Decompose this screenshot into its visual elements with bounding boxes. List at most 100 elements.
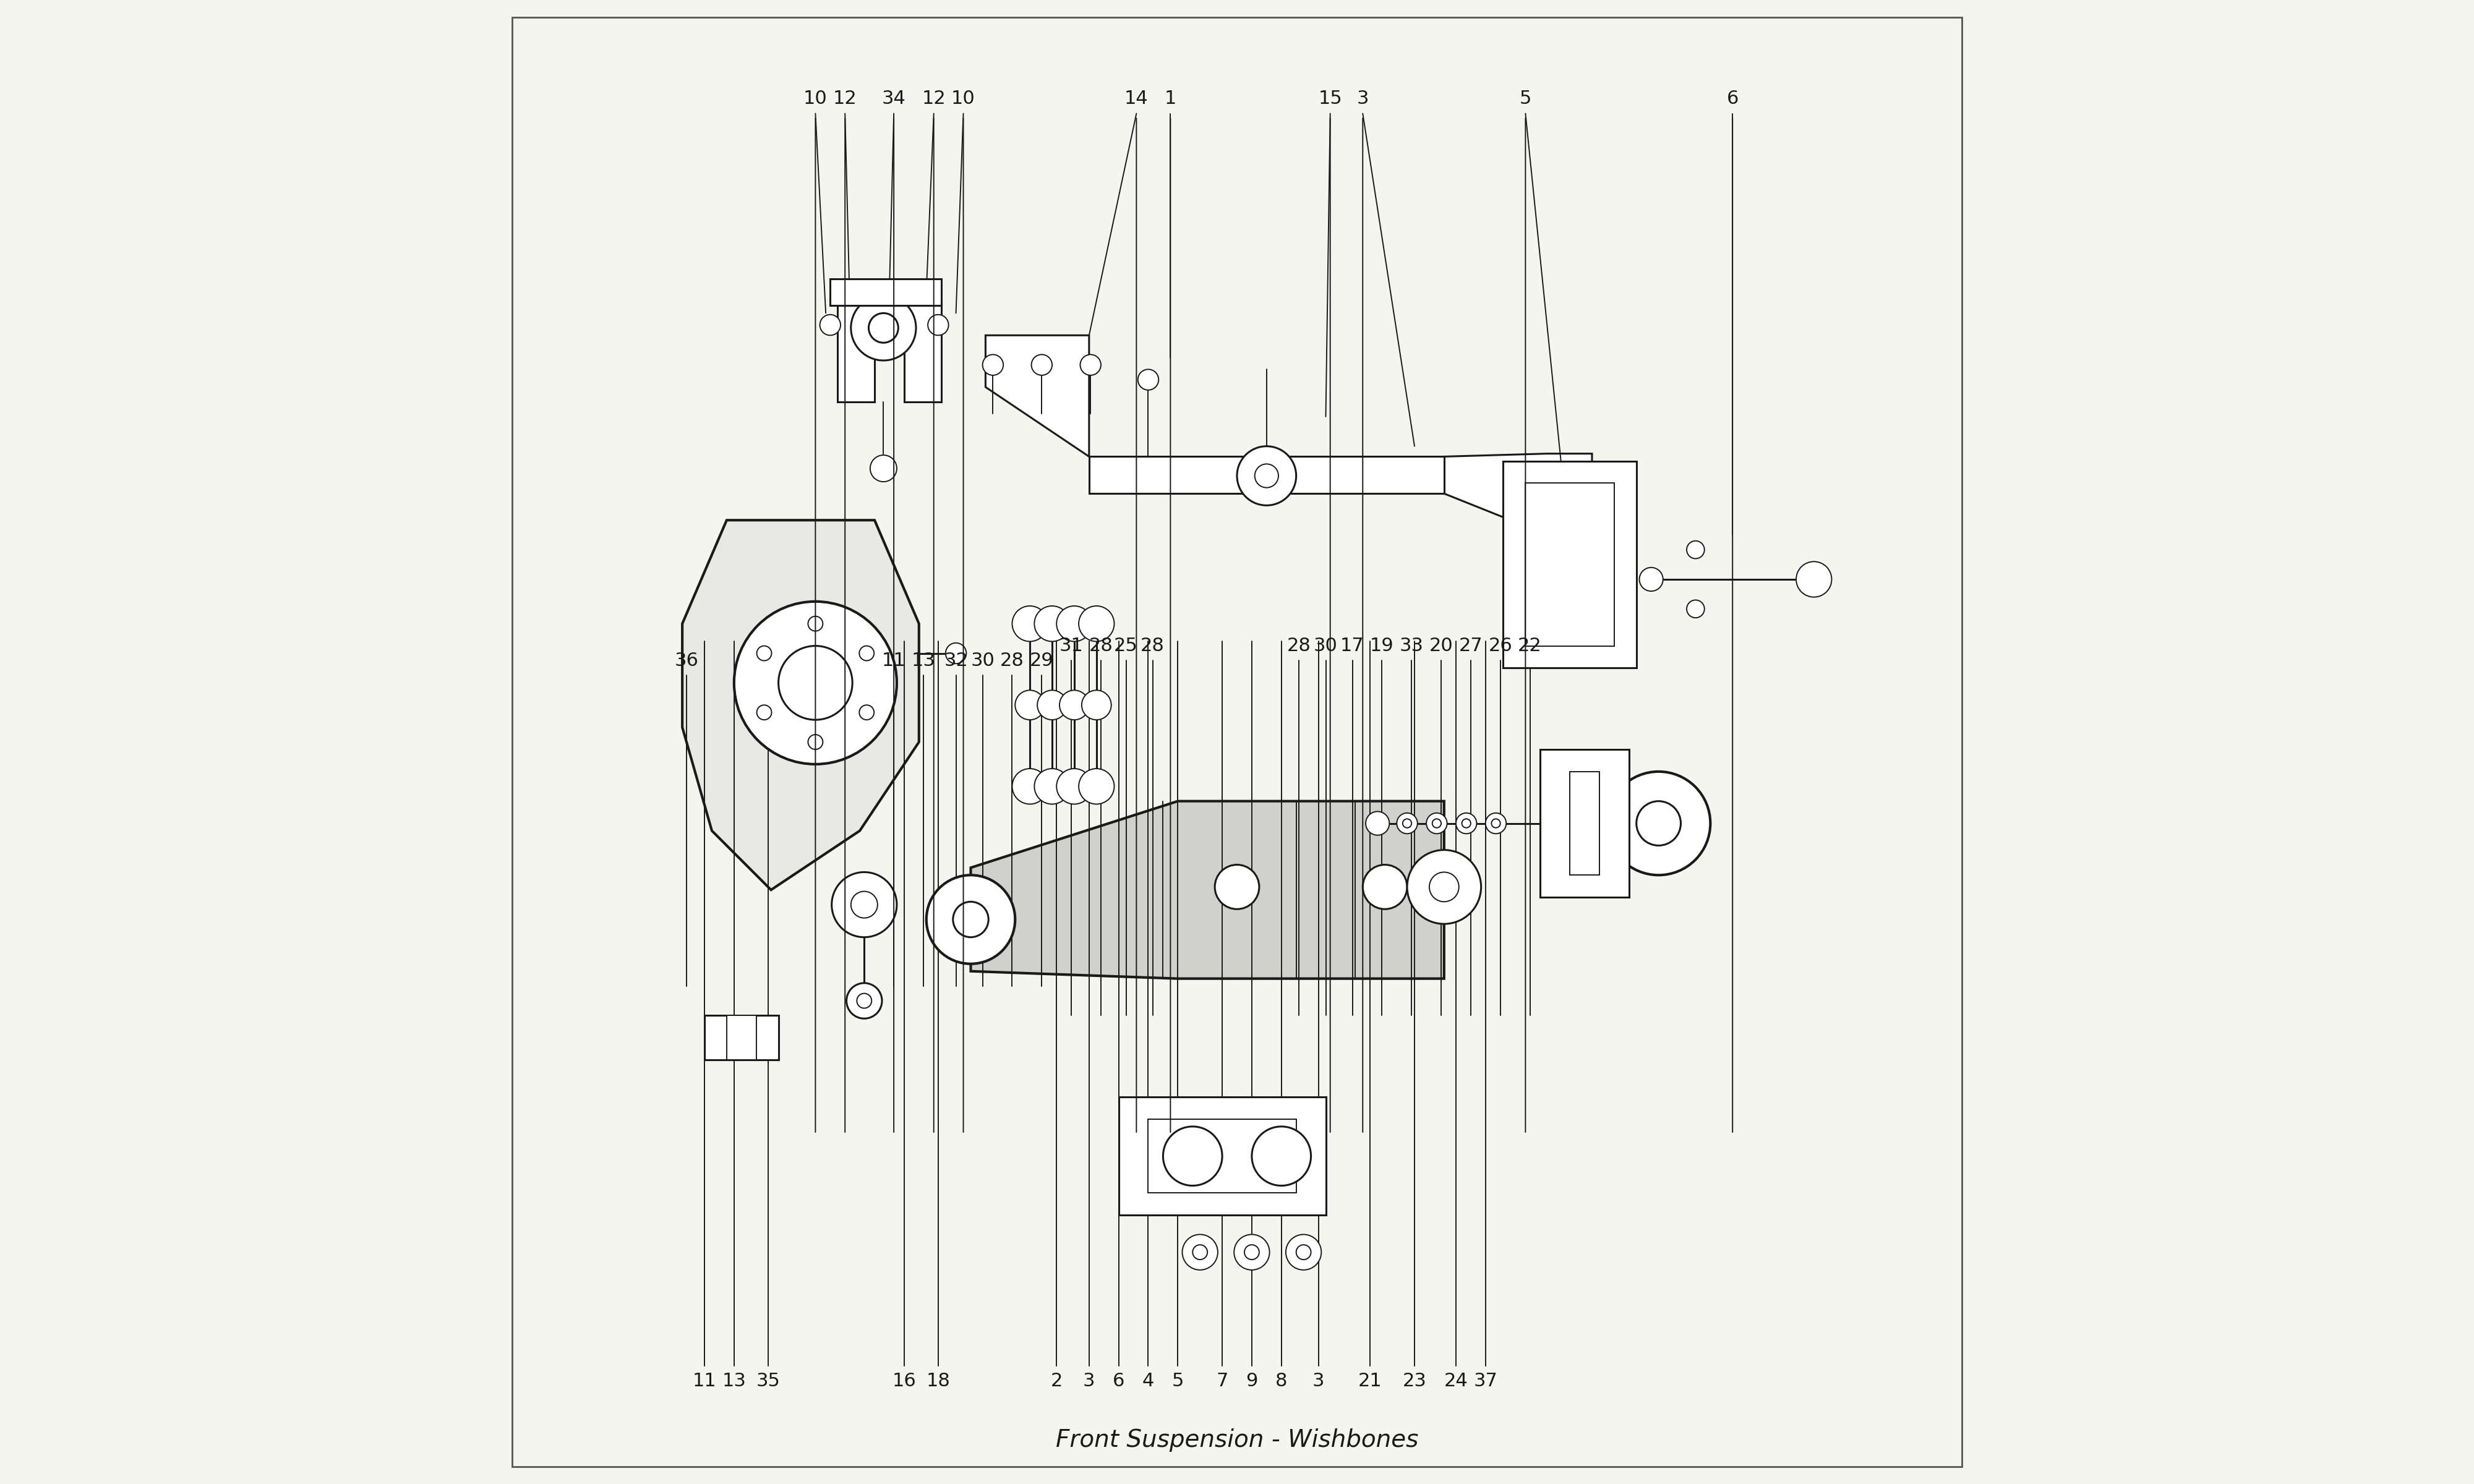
Bar	[1541, 749, 1628, 898]
Text: 25: 25	[1113, 637, 1138, 654]
Text: 24: 24	[1445, 1371, 1467, 1391]
Circle shape	[1183, 1235, 1217, 1270]
Circle shape	[1455, 813, 1477, 834]
Circle shape	[757, 646, 772, 660]
Circle shape	[1551, 488, 1573, 509]
Circle shape	[952, 902, 990, 938]
Text: 14: 14	[1123, 89, 1148, 108]
Circle shape	[1032, 355, 1051, 375]
Circle shape	[1536, 472, 1588, 525]
Circle shape	[1235, 1235, 1269, 1270]
Circle shape	[1012, 769, 1047, 804]
Circle shape	[1484, 813, 1507, 834]
Text: 3: 3	[1311, 1371, 1324, 1391]
Circle shape	[858, 646, 873, 660]
Circle shape	[1796, 561, 1831, 597]
Text: 30: 30	[970, 651, 995, 669]
Circle shape	[1081, 355, 1101, 375]
Bar	[1148, 1119, 1296, 1193]
Text: 28: 28	[1141, 637, 1165, 654]
Text: 6: 6	[1727, 89, 1739, 108]
Bar	[839, 298, 876, 402]
Circle shape	[1079, 769, 1113, 804]
Circle shape	[1012, 605, 1047, 641]
Text: 5: 5	[1519, 89, 1531, 108]
Circle shape	[809, 735, 824, 749]
Circle shape	[871, 456, 896, 482]
Polygon shape	[683, 521, 918, 890]
Circle shape	[1296, 1245, 1311, 1260]
Text: 16: 16	[893, 1371, 915, 1391]
Circle shape	[1163, 1126, 1222, 1186]
Text: 1: 1	[1165, 89, 1178, 108]
Text: 28: 28	[999, 651, 1024, 669]
Circle shape	[846, 982, 881, 1018]
Polygon shape	[1445, 454, 1591, 534]
Text: 3: 3	[1084, 1371, 1096, 1391]
Bar	[1089, 457, 1445, 494]
Text: 15: 15	[1319, 89, 1343, 108]
Text: 2: 2	[1051, 1371, 1061, 1391]
Circle shape	[1079, 605, 1113, 641]
Text: 32: 32	[945, 651, 967, 669]
Circle shape	[1056, 769, 1091, 804]
Bar	[903, 298, 940, 402]
Polygon shape	[970, 801, 1445, 978]
Circle shape	[1462, 819, 1470, 828]
Text: 22: 22	[1519, 637, 1541, 654]
Circle shape	[1138, 370, 1158, 390]
Circle shape	[1606, 772, 1710, 876]
Circle shape	[1034, 605, 1069, 641]
Bar	[1526, 484, 1613, 646]
Text: 36: 36	[675, 651, 698, 669]
Circle shape	[1252, 1126, 1311, 1186]
Circle shape	[1037, 690, 1066, 720]
Bar	[1571, 772, 1598, 876]
Text: 26: 26	[1489, 637, 1512, 654]
Bar	[1118, 1097, 1326, 1215]
Text: 27: 27	[1460, 637, 1482, 654]
Text: 17: 17	[1341, 637, 1363, 654]
Text: 29: 29	[1029, 651, 1054, 669]
Circle shape	[1408, 850, 1482, 925]
Text: 8: 8	[1277, 1371, 1286, 1391]
Text: 20: 20	[1430, 637, 1452, 654]
Circle shape	[1286, 1235, 1321, 1270]
Text: 28: 28	[1286, 637, 1311, 654]
Circle shape	[1254, 464, 1279, 488]
Circle shape	[1056, 605, 1091, 641]
Circle shape	[735, 601, 896, 764]
Circle shape	[1398, 813, 1418, 834]
Circle shape	[1635, 801, 1680, 846]
Text: 23: 23	[1403, 1371, 1427, 1391]
Circle shape	[831, 873, 896, 938]
Text: 37: 37	[1475, 1371, 1497, 1391]
Circle shape	[1363, 865, 1408, 910]
Polygon shape	[985, 335, 1089, 457]
Circle shape	[1430, 873, 1460, 902]
Text: 4: 4	[1143, 1371, 1155, 1391]
Text: 12: 12	[923, 89, 945, 108]
Circle shape	[1366, 812, 1390, 835]
Circle shape	[1014, 690, 1044, 720]
Text: 18: 18	[925, 1371, 950, 1391]
Bar	[1504, 462, 1635, 668]
Text: 21: 21	[1358, 1371, 1383, 1391]
Circle shape	[858, 705, 873, 720]
Circle shape	[1432, 819, 1442, 828]
Circle shape	[925, 876, 1014, 963]
Circle shape	[1215, 865, 1259, 910]
Text: 7: 7	[1217, 1371, 1227, 1391]
Text: 10: 10	[804, 89, 826, 108]
Text: 28: 28	[1089, 637, 1113, 654]
Bar	[727, 1015, 757, 1060]
Text: Front Suspension - Wishbones: Front Suspension - Wishbones	[1056, 1428, 1418, 1451]
Circle shape	[809, 616, 824, 631]
Text: 6: 6	[1113, 1371, 1126, 1391]
Text: 10: 10	[952, 89, 975, 108]
Text: 3: 3	[1356, 89, 1368, 108]
Bar	[831, 279, 940, 306]
Circle shape	[1192, 1245, 1207, 1260]
Circle shape	[1081, 690, 1111, 720]
Circle shape	[1034, 769, 1069, 804]
